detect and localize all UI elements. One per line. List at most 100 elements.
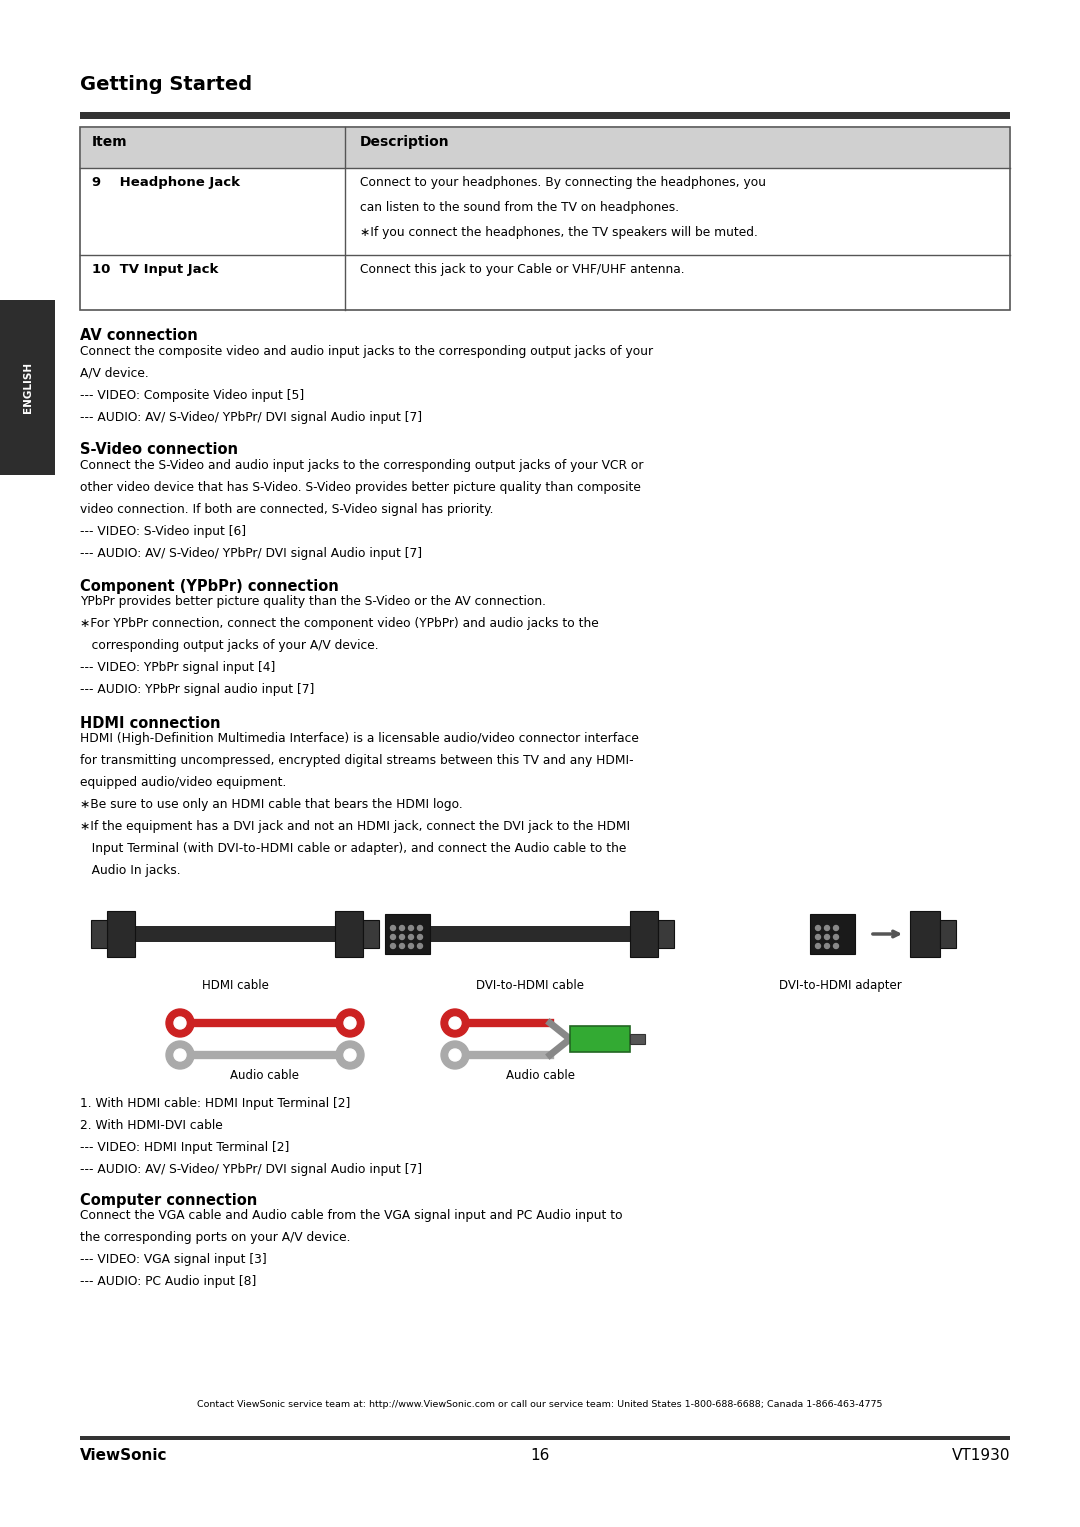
Text: corresponding output jacks of your A/V device.: corresponding output jacks of your A/V d… [80, 640, 379, 652]
Circle shape [815, 944, 821, 948]
Circle shape [336, 1041, 364, 1069]
Text: --- VIDEO: VGA signal input [3]: --- VIDEO: VGA signal input [3] [80, 1254, 267, 1266]
Text: 16: 16 [530, 1448, 550, 1463]
Circle shape [400, 944, 405, 948]
Bar [80, 111, 1010, 119]
Text: Connect the composite video and audio input jacks to the corresponding output ja: Connect the composite video and audio in… [80, 345, 653, 357]
Text: YPbPr provides better picture quality than the S-Video or the AV connection.: YPbPr provides better picture quality th… [80, 596, 546, 608]
Text: Contact ViewSonic service team at: http://www.ViewSonic.com or call our service : Contact ViewSonic service team at: http:… [198, 1400, 882, 1409]
Text: --- AUDIO: AV/ S-Video/ YPbPr/ DVI signal Audio input [7]: --- AUDIO: AV/ S-Video/ YPbPr/ DVI signa… [80, 411, 422, 423]
Bar [810, 915, 855, 954]
Circle shape [418, 925, 422, 930]
Bar [0, 299, 55, 475]
Bar [81, 128, 1009, 168]
Bar [570, 1026, 630, 1052]
Circle shape [391, 935, 395, 939]
Text: Audio cable: Audio cable [505, 1069, 575, 1083]
Bar [80, 127, 1010, 310]
Circle shape [441, 1041, 469, 1069]
Circle shape [824, 925, 829, 930]
Circle shape [824, 935, 829, 939]
Bar [910, 912, 940, 957]
Text: ENGLISH: ENGLISH [23, 362, 32, 414]
Text: DVI-to-HDMI cable: DVI-to-HDMI cable [476, 979, 584, 993]
Text: DVI-to-HDMI adapter: DVI-to-HDMI adapter [779, 979, 902, 993]
Text: Connect this jack to your Cable or VHF/UHF antenna.: Connect this jack to your Cable or VHF/U… [360, 263, 685, 276]
Text: Getting Started: Getting Started [80, 75, 252, 95]
Text: the corresponding ports on your A/V device.: the corresponding ports on your A/V devi… [80, 1231, 351, 1245]
Text: AV connection: AV connection [80, 328, 198, 344]
Bar [430, 925, 630, 942]
Circle shape [408, 944, 414, 948]
Text: --- VIDEO: Composite Video input [5]: --- VIDEO: Composite Video input [5] [80, 388, 305, 402]
Text: --- AUDIO: AV/ S-Video/ YPbPr/ DVI signal Audio input [7]: --- AUDIO: AV/ S-Video/ YPbPr/ DVI signa… [80, 547, 422, 560]
Text: HDMI (High-Definition Multimedia Interface) is a licensable audio/video connecto: HDMI (High-Definition Multimedia Interfa… [80, 731, 639, 745]
Text: Input Terminal (with DVI-to-HDMI cable or adapter), and connect the Audio cable : Input Terminal (with DVI-to-HDMI cable o… [80, 841, 626, 855]
Text: Description: Description [360, 134, 449, 150]
Text: --- AUDIO: PC Audio input [8]: --- AUDIO: PC Audio input [8] [80, 1275, 256, 1289]
Text: --- VIDEO: HDMI Input Terminal [2]: --- VIDEO: HDMI Input Terminal [2] [80, 1141, 289, 1154]
Text: ∗If the equipment has a DVI jack and not an HDMI jack, connect the DVI jack to t: ∗If the equipment has a DVI jack and not… [80, 820, 630, 834]
Circle shape [441, 1009, 469, 1037]
Circle shape [815, 935, 821, 939]
Bar [107, 912, 135, 957]
Bar [658, 919, 674, 948]
Text: 2. With HDMI-DVI cable: 2. With HDMI-DVI cable [80, 1119, 222, 1132]
Bar [335, 912, 363, 957]
Circle shape [174, 1017, 186, 1029]
Bar [384, 915, 430, 954]
Bar [80, 1435, 1010, 1440]
Text: ∗Be sure to use only an HDMI cable that bears the HDMI logo.: ∗Be sure to use only an HDMI cable that … [80, 799, 462, 811]
Text: HDMI cable: HDMI cable [202, 979, 269, 993]
Text: HDMI connection: HDMI connection [80, 716, 220, 730]
Bar [363, 919, 379, 948]
Text: video connection. If both are connected, S-Video signal has priority.: video connection. If both are connected,… [80, 502, 494, 516]
Circle shape [345, 1049, 356, 1061]
Text: Audio cable: Audio cable [230, 1069, 299, 1083]
Text: Connect the VGA cable and Audio cable from the VGA signal input and PC Audio inp: Connect the VGA cable and Audio cable fr… [80, 1209, 623, 1223]
Circle shape [815, 925, 821, 930]
Text: --- AUDIO: YPbPr signal audio input [7]: --- AUDIO: YPbPr signal audio input [7] [80, 684, 314, 696]
Circle shape [408, 925, 414, 930]
Bar [91, 919, 107, 948]
Text: other video device that has S-Video. S-Video provides better picture quality tha: other video device that has S-Video. S-V… [80, 481, 640, 495]
Text: --- AUDIO: AV/ S-Video/ YPbPr/ DVI signal Audio input [7]: --- AUDIO: AV/ S-Video/ YPbPr/ DVI signa… [80, 1164, 422, 1176]
Text: Item: Item [92, 134, 127, 150]
Circle shape [824, 944, 829, 948]
Text: --- VIDEO: S-Video input [6]: --- VIDEO: S-Video input [6] [80, 525, 246, 538]
Circle shape [345, 1017, 356, 1029]
Text: 9    Headphone Jack: 9 Headphone Jack [92, 176, 240, 189]
Text: 10  TV Input Jack: 10 TV Input Jack [92, 263, 218, 276]
Bar [630, 912, 658, 957]
Text: Component (YPbPr) connection: Component (YPbPr) connection [80, 579, 339, 594]
Text: Connect the S-Video and audio input jacks to the corresponding output jacks of y: Connect the S-Video and audio input jack… [80, 460, 644, 472]
Circle shape [418, 935, 422, 939]
Circle shape [408, 935, 414, 939]
Text: VT1930: VT1930 [951, 1448, 1010, 1463]
Bar [135, 925, 335, 942]
Text: ∗If you connect the headphones, the TV speakers will be muted.: ∗If you connect the headphones, the TV s… [360, 226, 758, 240]
Circle shape [400, 925, 405, 930]
Text: equipped audio/video equipment.: equipped audio/video equipment. [80, 776, 286, 789]
Circle shape [400, 935, 405, 939]
Circle shape [449, 1017, 461, 1029]
Circle shape [418, 944, 422, 948]
Text: can listen to the sound from the TV on headphones.: can listen to the sound from the TV on h… [360, 202, 679, 214]
Text: Audio In jacks.: Audio In jacks. [80, 864, 180, 876]
Text: Connect to your headphones. By connecting the headphones, you: Connect to your headphones. By connectin… [360, 176, 766, 189]
Text: 1. With HDMI cable: HDMI Input Terminal [2]: 1. With HDMI cable: HDMI Input Terminal … [80, 1096, 350, 1110]
Text: ViewSonic: ViewSonic [80, 1448, 167, 1463]
Circle shape [449, 1049, 461, 1061]
Circle shape [834, 944, 838, 948]
Circle shape [174, 1049, 186, 1061]
Circle shape [391, 944, 395, 948]
Circle shape [166, 1009, 194, 1037]
Circle shape [166, 1041, 194, 1069]
Text: Computer connection: Computer connection [80, 1193, 257, 1208]
Circle shape [391, 925, 395, 930]
Circle shape [834, 935, 838, 939]
Text: S-Video connection: S-Video connection [80, 443, 238, 458]
Bar [940, 919, 956, 948]
Text: ∗For YPbPr connection, connect the component video (YPbPr) and audio jacks to th: ∗For YPbPr connection, connect the compo… [80, 617, 598, 631]
Circle shape [834, 925, 838, 930]
